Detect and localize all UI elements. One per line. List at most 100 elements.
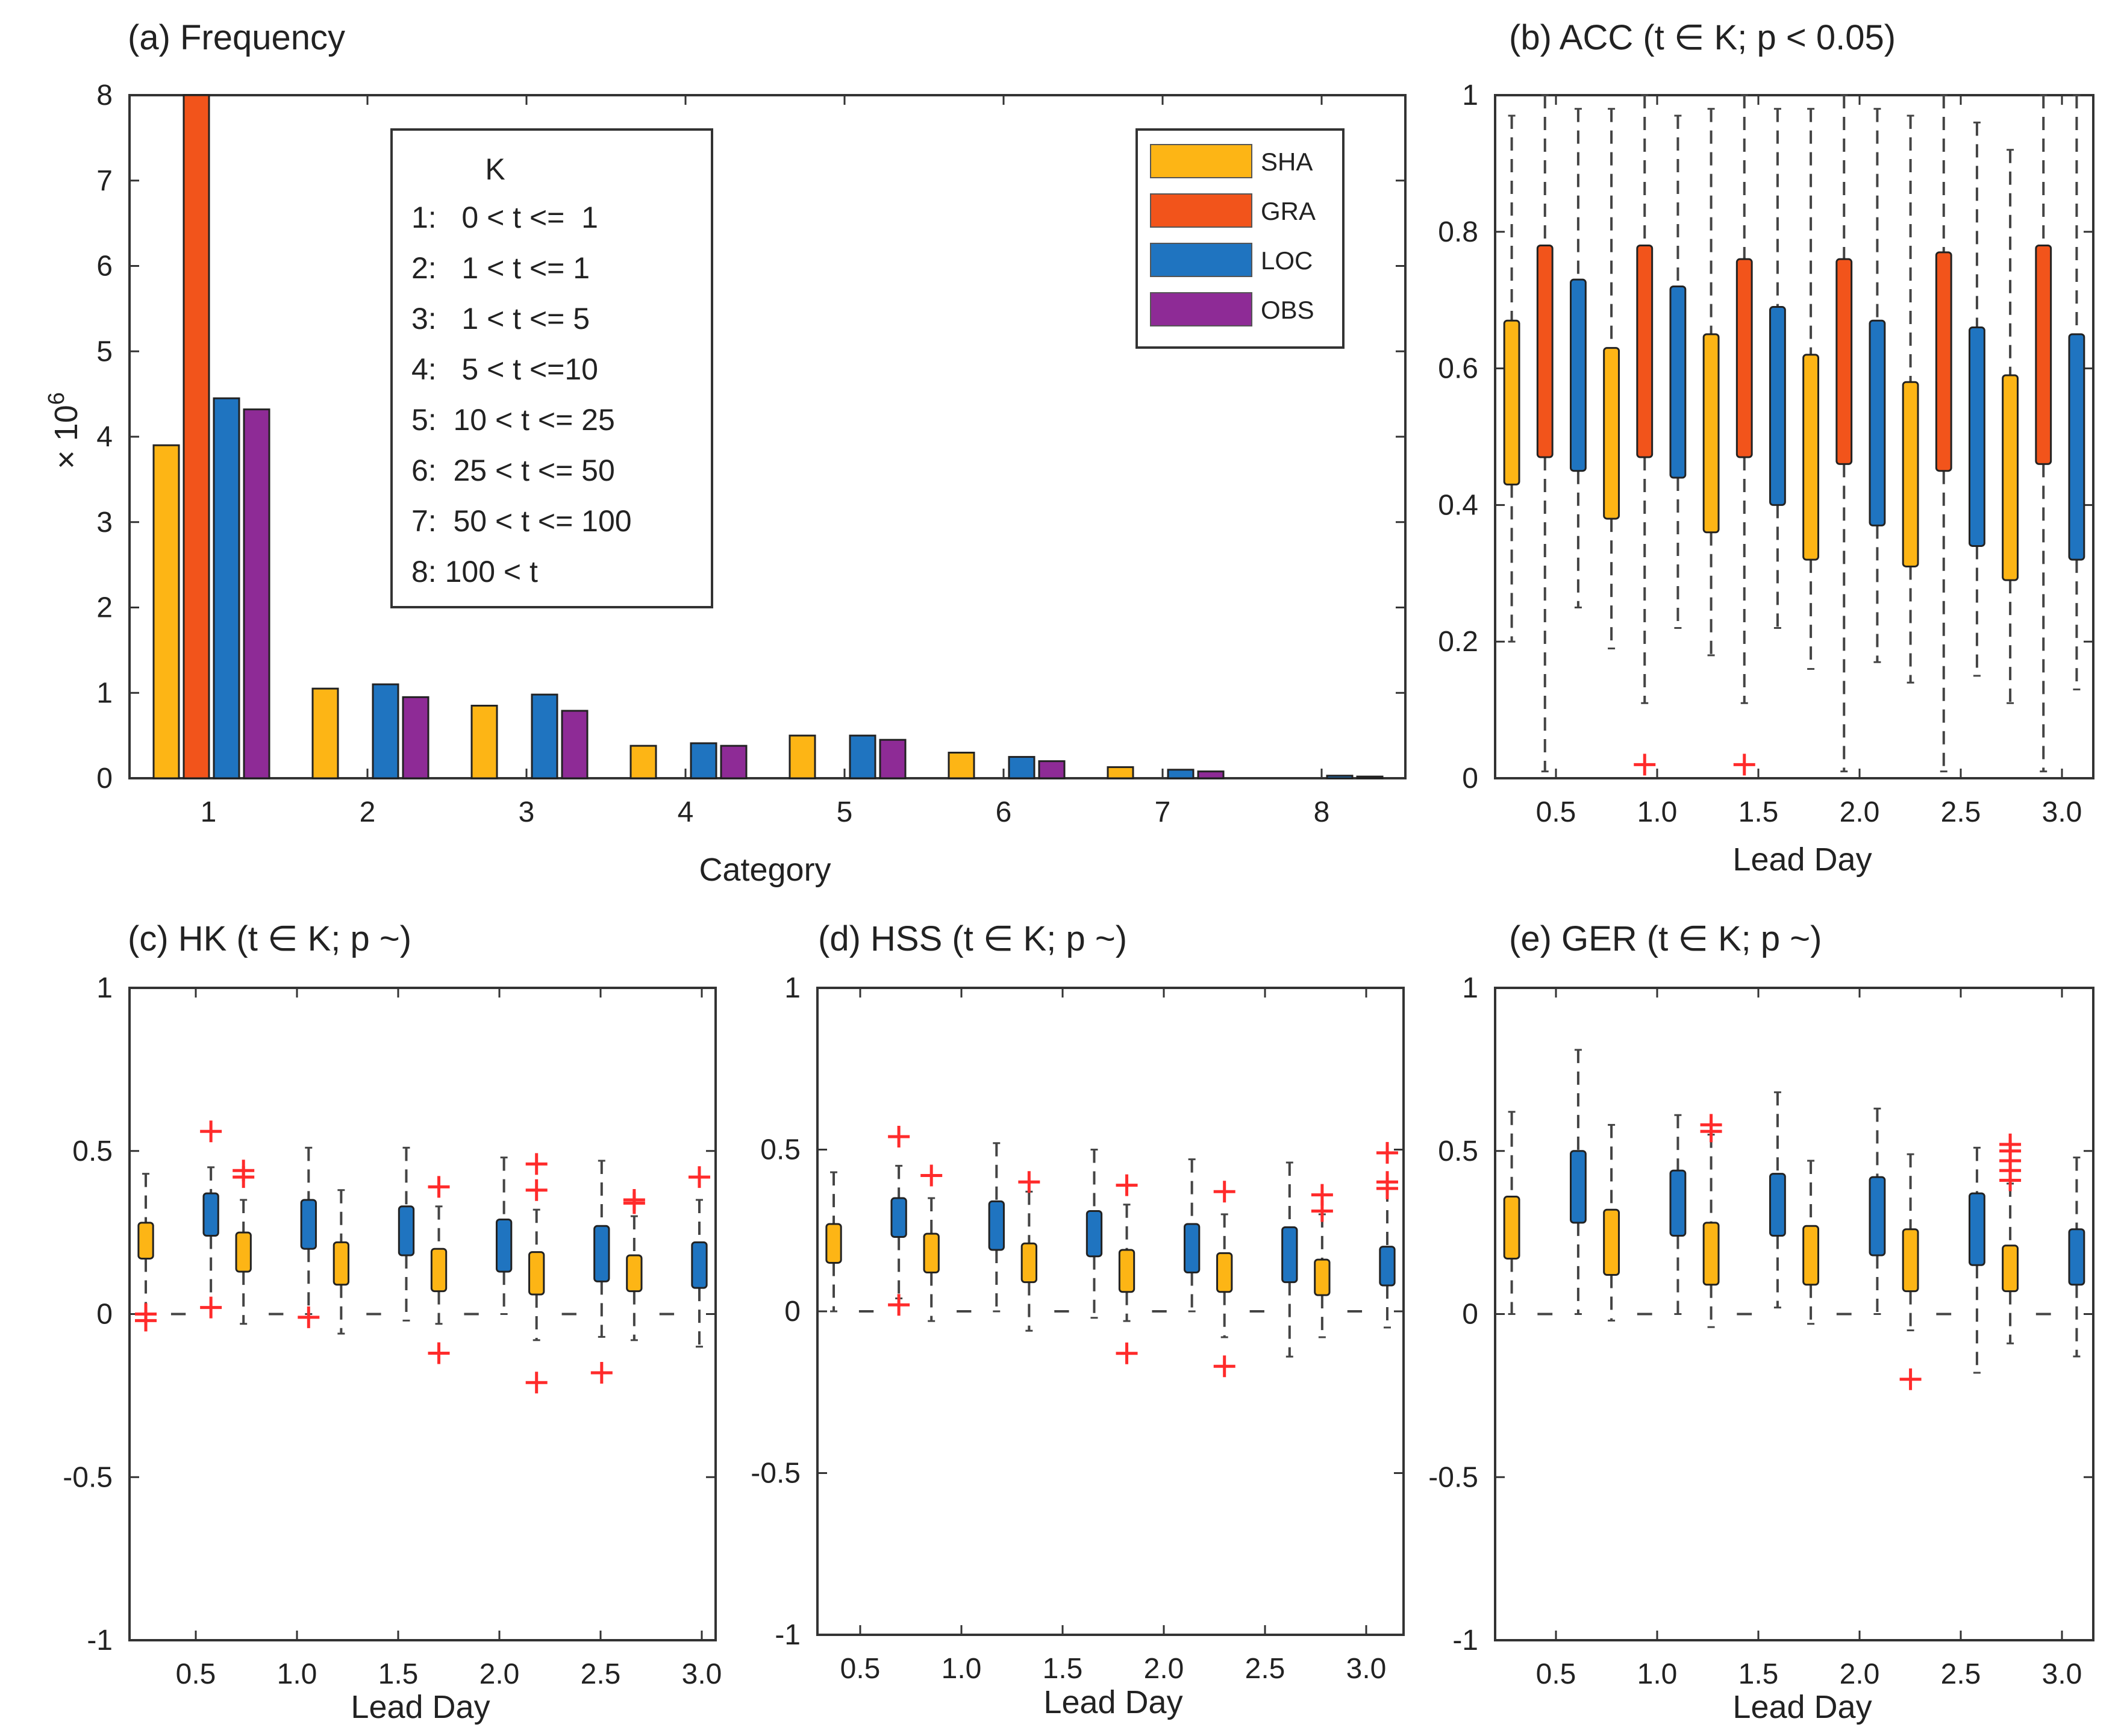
panel-e-box-loc (1869, 1176, 1886, 1257)
panel-d-box-sha (1314, 1258, 1331, 1296)
panel-c-outlier-marker (428, 1342, 450, 1364)
panel-c-outlier-marker (428, 1176, 450, 1198)
panel-d-outlier-marker (1376, 1141, 1398, 1164)
panel-d-box-sha (1216, 1252, 1233, 1293)
panel-a-xtick-label: 5 (837, 796, 853, 828)
panel-b-xlabel: Lead Day (1732, 841, 1872, 878)
panel-b-box-loc (1769, 306, 1786, 506)
panel-d-box-sha (1020, 1242, 1038, 1284)
panel-b-xtick-label: 0.5 (1536, 796, 1576, 828)
panel-d-xlabel: Lead Day (1043, 1684, 1182, 1720)
panel-a-bar-gra (183, 94, 210, 779)
panel-a-bar-sha (948, 751, 975, 779)
panel-d-outlier-marker (1213, 1181, 1235, 1203)
panel-a-xtick-label: 6 (996, 796, 1012, 828)
panel-c-outlier-marker (233, 1166, 255, 1188)
panel-a-xtick-label: 4 (678, 796, 694, 828)
panel-d-xtick-label: 1.5 (1043, 1653, 1083, 1685)
panel-a-bar-loc (213, 397, 240, 779)
panel-c-outlier-marker (200, 1120, 222, 1143)
panel-b-box-gra (1835, 258, 1853, 465)
panel-d-outlier-marker (920, 1164, 943, 1187)
legend-swatch-loc (1150, 243, 1252, 277)
panel-b-box-gra (1935, 251, 1952, 472)
panel-a-ytick-label: 6 (96, 251, 113, 283)
panel-d-ytick-label: 0 (784, 1296, 801, 1328)
panel-b-box-sha (1702, 333, 1720, 534)
panel-e-xlabel: Lead Day (1732, 1689, 1872, 1725)
panel-a-bar-obs (561, 710, 589, 779)
panel-d-ytick-label: -0.5 (751, 1458, 801, 1490)
panel-c-outlier-marker (298, 1306, 320, 1328)
panel-a-bar-loc (372, 683, 399, 779)
panel-d-hss-boxplot: -1 -0.5 0 0.5 1 0.5 1.0 1.5 2.0 2.5 3.0 (751, 972, 1405, 1685)
panel-e-axes-frame (1494, 987, 2094, 1641)
panel-e-box-sha (2002, 1244, 2019, 1293)
panel-d-outlier-marker (1116, 1174, 1138, 1196)
panel-a-xtick-label: 1 (201, 796, 217, 828)
panel-c-outlier-marker (688, 1166, 710, 1188)
panel-c-axes-frame (128, 987, 717, 1641)
panel-a-bar-loc (1167, 769, 1195, 779)
panel-b-ytick-label: 0.2 (1438, 626, 1478, 658)
panel-b-xtick-label: 2.5 (1941, 796, 1981, 828)
panel-d-box-loc (1379, 1246, 1396, 1287)
panel-c-ytick-label: 0 (96, 1299, 113, 1331)
panel-d-outlier-marker (888, 1126, 910, 1148)
panel-a-bar-loc (849, 734, 876, 779)
panel-c-box-loc (691, 1241, 708, 1289)
panel-d-xtick-label: 0.5 (840, 1653, 881, 1685)
panel-c-ytick-label: 1 (96, 972, 113, 1004)
panel-a-bar-obs (720, 745, 748, 779)
legend-swatch-sha (1150, 144, 1252, 178)
panel-d-box-sha (825, 1223, 842, 1264)
panel-e-ytick-label: 0.5 (1438, 1135, 1478, 1167)
panel-a-bar-obs (879, 738, 907, 779)
panel-d-outlier-marker (888, 1294, 910, 1316)
panel-c-xtick-label: 3.0 (682, 1658, 722, 1690)
panel-c-box-loc (300, 1199, 317, 1250)
panel-a-bar-sha (311, 687, 339, 779)
panel-c-outlier-marker (623, 1188, 645, 1211)
panel-e-xtick-label: 1.0 (1637, 1658, 1678, 1690)
panel-d-outlier-marker (1116, 1342, 1138, 1364)
panel-b-acc-boxplot: 0 0.2 0.4 0.6 0.8 1 0.5 1.0 1.5 2.0 2.5 3.0 (1438, 80, 2094, 828)
panel-b-ytick-label: 0.4 (1438, 489, 1478, 521)
panel-a-bar-obs (1356, 775, 1384, 779)
panel-a-bar-sha (152, 444, 180, 779)
panel-d-xtick-label: 2.5 (1245, 1653, 1285, 1685)
panel-c-title: (c) HK (t ∈ K; p ~) (128, 919, 411, 958)
panel-c-box-sha (235, 1231, 252, 1273)
panel-b-outlier-marker (1733, 754, 1755, 776)
panel-c-xtick-label: 1.0 (277, 1658, 317, 1690)
panel-b-title: (b) ACC (t ∈ K; p < 0.05) (1509, 18, 1896, 57)
panel-c-xtick-label: 0.5 (176, 1658, 216, 1690)
panel-d-ytick-label: -1 (775, 1619, 801, 1651)
panel-e-box-loc (2068, 1228, 2085, 1286)
panel-b-box-sha (1603, 347, 1620, 520)
panel-a-ytick-label: 0 (96, 763, 113, 795)
panel-e-xtick-label: 1.5 (1738, 1658, 1779, 1690)
panel-b-xtick-label: 1.5 (1738, 796, 1779, 828)
panel-e-ytick-label: 0 (1462, 1299, 1478, 1331)
panel-c-box-loc (495, 1218, 513, 1273)
panel-a-bar-obs (402, 696, 429, 779)
panel-a-bar-sha (470, 705, 498, 779)
panel-e-box-sha (1902, 1228, 1919, 1293)
panel-d-outlier-marker (1376, 1177, 1398, 1199)
panel-c-xtick-label: 1.5 (378, 1658, 419, 1690)
panel-b-box-sha (1503, 319, 1520, 486)
panel-d-ytick-label: 0.5 (760, 1134, 801, 1166)
panel-d-xtick-label: 3.0 (1346, 1653, 1387, 1685)
legend: SHA GRA LOC OBS (1135, 128, 1345, 349)
panel-b-box-gra (1636, 244, 1654, 458)
panel-e-box-sha (1802, 1225, 1819, 1286)
panel-e-box-loc (1570, 1150, 1587, 1224)
panel-b-box-loc (1869, 319, 1886, 526)
panel-c-box-loc (593, 1225, 610, 1282)
panel-a-ylabel-base: × 10 (48, 405, 84, 469)
panel-d-box-loc (890, 1197, 907, 1238)
panel-a-xlabel: Category (699, 852, 831, 888)
panel-b-box-sha (2002, 374, 2019, 581)
panel-e-outlier-marker (1700, 1120, 1722, 1143)
